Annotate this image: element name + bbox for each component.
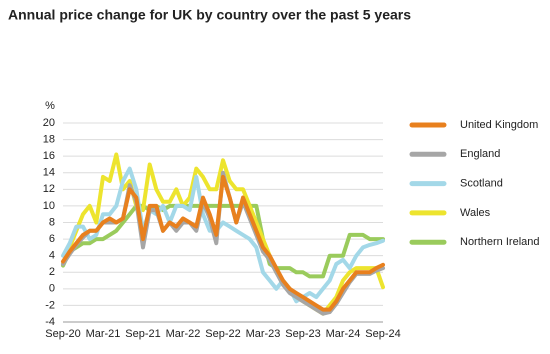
y-tick-label: 8 — [49, 216, 55, 228]
x-tick-label: Sep-23 — [285, 328, 320, 340]
x-tick-label: Sep-20 — [45, 328, 80, 340]
x-tick-label: Mar-21 — [86, 328, 121, 340]
y-tick-label: 2 — [49, 266, 55, 278]
legend-label: England — [460, 148, 500, 160]
series-line — [61, 203, 385, 279]
x-tick-label: Mar-22 — [166, 328, 201, 340]
legend-label: United Kingdom — [460, 119, 538, 131]
series-line — [61, 174, 385, 312]
y-tick-label: -4 — [45, 316, 55, 328]
legend-label: Scotland — [460, 178, 503, 190]
y-axis-label: % — [45, 100, 55, 112]
y-tick-label: 14 — [43, 167, 55, 179]
x-tick-label: Sep-22 — [205, 328, 240, 340]
y-tick-label: 6 — [49, 233, 55, 245]
chart-title: Annual price change for UK by country ov… — [8, 7, 411, 23]
legend-label: Northern Ireland — [460, 236, 540, 248]
series-line — [61, 166, 385, 304]
y-tick-label: 0 — [49, 283, 55, 295]
legend-label: Wales — [460, 207, 491, 219]
y-tick-label: 20 — [43, 117, 55, 129]
x-tick-label: Mar-23 — [246, 328, 281, 340]
y-tick-label: 12 — [43, 183, 55, 195]
y-tick-label: 18 — [43, 133, 55, 145]
y-tick-label: -2 — [45, 299, 55, 311]
x-tick-label: Sep-24 — [365, 328, 400, 340]
series-line — [61, 152, 385, 316]
y-tick-label: 16 — [43, 150, 55, 162]
x-tick-label: Sep-21 — [125, 328, 160, 340]
y-tick-label: 4 — [49, 250, 55, 262]
y-tick-label: 10 — [43, 200, 55, 212]
x-tick-label: Mar-24 — [326, 328, 361, 340]
